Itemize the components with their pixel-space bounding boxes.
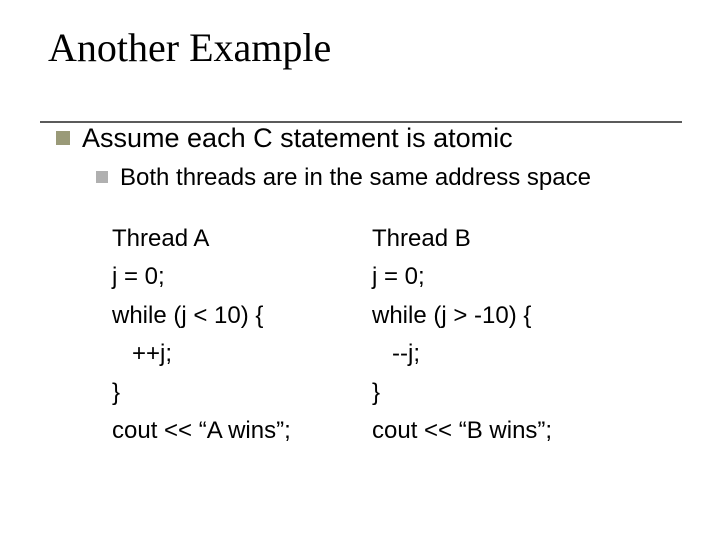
thread-a-line: } (112, 374, 372, 412)
bullet-l2-text: Both threads are in the same address spa… (120, 164, 591, 192)
bullet-l1-row: Assume each C statement is atomic (56, 123, 680, 154)
thread-a-line: while (j < 10) { (112, 297, 372, 335)
square-bullet-icon (56, 131, 70, 145)
bullet-l1-text: Assume each C statement is atomic (82, 123, 513, 154)
thread-a-name: Thread A (112, 220, 372, 258)
thread-b-line: } (372, 374, 632, 412)
thread-b-column: Thread B j = 0; while (j > -10) { --j; }… (372, 220, 632, 450)
bullet-l2-row: Both threads are in the same address spa… (96, 164, 680, 192)
square-bullet-icon (96, 171, 108, 183)
thread-b-line: j = 0; (372, 258, 632, 296)
thread-b-line: while (j > -10) { (372, 297, 632, 335)
thread-b-line: --j; (372, 335, 632, 373)
thread-a-column: Thread A j = 0; while (j < 10) { ++j; } … (112, 220, 372, 450)
thread-a-line: j = 0; (112, 258, 372, 296)
slide-title: Another Example (48, 24, 680, 85)
thread-b-line: cout << “B wins”; (372, 412, 632, 450)
thread-b-name: Thread B (372, 220, 632, 258)
thread-a-line: cout << “A wins”; (112, 412, 372, 450)
title-block: Another Example (48, 24, 680, 123)
thread-a-line: ++j; (112, 335, 372, 373)
threads-container: Thread A j = 0; while (j < 10) { ++j; } … (112, 220, 680, 450)
slide: Another Example Assume each C statement … (0, 0, 720, 540)
